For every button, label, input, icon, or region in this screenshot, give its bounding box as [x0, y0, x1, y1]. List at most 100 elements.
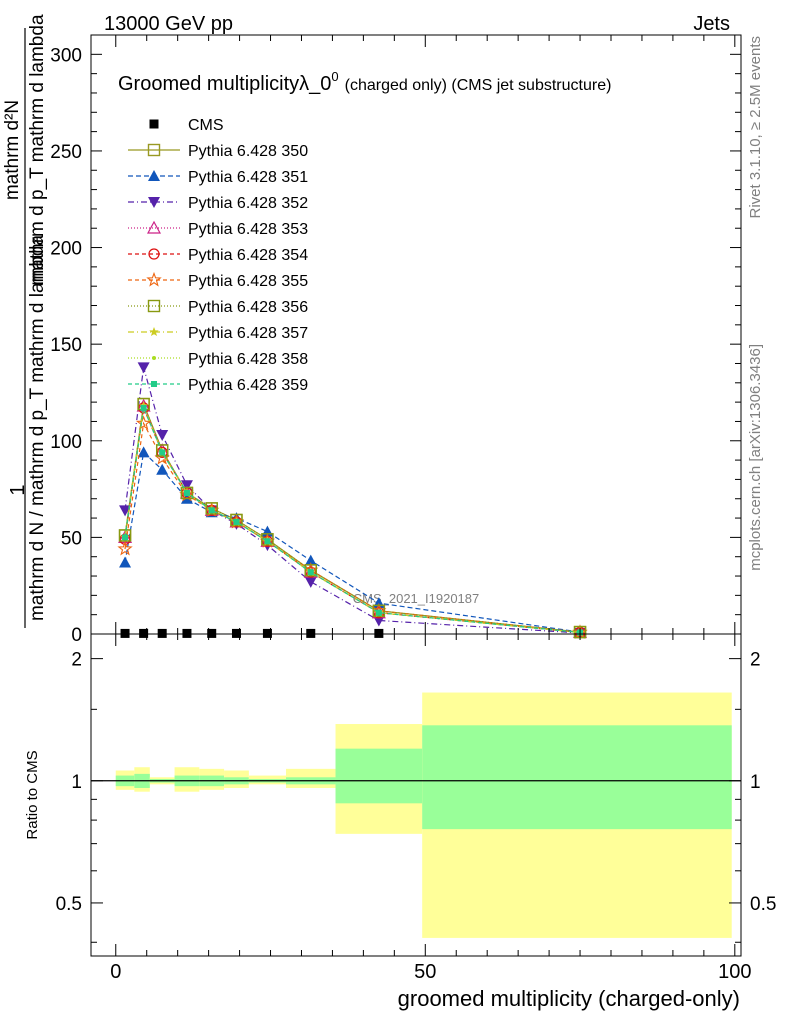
ratio-panel: 0.5 0.5 1 1 2 2 0 50 100: [56, 633, 776, 983]
legend-marker: [147, 143, 161, 157]
legend-label: CMS: [188, 117, 224, 134]
data-point: [179, 486, 195, 502]
main-y-tick-label: 50: [61, 528, 82, 549]
data-point: [137, 446, 150, 458]
data-point: [119, 556, 132, 568]
ratio-y-tick-label: 0.5: [56, 894, 82, 915]
x-axis-label: groomed multiplicity (charged-only): [398, 986, 740, 1011]
series-line: [124, 401, 581, 633]
x-tick-label: 100: [718, 961, 751, 983]
legend-label: Pythia 6.428 356: [188, 299, 308, 316]
mcplots-label: mcplots.cern.ch [arXiv:1306.3436]: [747, 344, 764, 571]
data-point: [304, 576, 317, 588]
data-point: [231, 628, 241, 638]
legend-marker: [147, 299, 161, 313]
series-line: [124, 405, 581, 634]
legend-marker: [148, 170, 160, 181]
x-tick-label: 50: [414, 961, 436, 983]
data-point: [372, 604, 386, 618]
header-left: 13000 GeV pp: [104, 13, 233, 35]
legend-entry: Pythia 6.428 358: [128, 351, 308, 368]
data-point: [183, 489, 190, 496]
data-point: [307, 569, 314, 576]
data-point: [120, 628, 130, 638]
ratio-y-tick-label-right: 0.5: [750, 894, 776, 915]
legend-entry: Pythia 6.428 357: [128, 325, 308, 342]
legend-entry: Pythia 6.428 350: [128, 143, 308, 160]
legend-entry: Pythia 6.428 359: [128, 377, 308, 394]
legend-marker: [149, 119, 159, 129]
main-y-tick-label: 250: [50, 142, 82, 163]
data-point: [159, 449, 166, 456]
data-point: [375, 609, 382, 616]
legend-entry: Pythia 6.428 353: [128, 220, 308, 238]
data-point: [264, 538, 271, 545]
rivet-label: Rivet 3.1.10, ≥ 2.5M events: [747, 36, 764, 219]
ratio-inner-band: [335, 748, 423, 804]
ratio-y-ticks: 0.5 0.5 1 1 2 2: [56, 650, 776, 943]
main-y-tick-label: 300: [50, 45, 82, 66]
y-label-one: 1: [7, 484, 29, 495]
x-tick-label: 0: [110, 961, 121, 983]
ratio-frame: [90, 633, 742, 957]
series-cms: [120, 628, 384, 638]
data-point: [156, 429, 169, 441]
ratio-inner-band: [422, 725, 732, 830]
main-series-layer: [117, 362, 588, 640]
data-point: [122, 534, 129, 541]
legend-marker: [146, 271, 162, 287]
main-y-tick-label: 0: [71, 625, 82, 646]
data-point: [205, 502, 218, 515]
data-point: [233, 518, 240, 525]
main-y-tick-label: 200: [50, 239, 82, 260]
ratio-y-tick-label-right: 1: [750, 772, 761, 793]
data-point: [140, 404, 147, 411]
data-point: [208, 507, 215, 514]
main-y-ticks: 0 50 100 150 200 250 300: [50, 45, 741, 646]
legend-marker: [152, 356, 156, 360]
ratio-y-tick-label: 2: [71, 650, 82, 671]
ratio-x-ticks: 0 50 100: [110, 634, 751, 983]
legend-label: Pythia 6.428 353: [188, 221, 308, 238]
legend-entry: Pythia 6.428 355: [128, 271, 308, 290]
data-point: [117, 540, 133, 556]
data-point: [156, 463, 169, 475]
data-point: [119, 505, 132, 517]
y-label-denominator: mathrm d N / mathrm d p_T mathrm d lambd…: [27, 235, 48, 622]
series-line: [124, 451, 581, 633]
ratio-y-tick-label-right: 2: [750, 650, 761, 671]
legend-label: Pythia 6.428 355: [188, 273, 308, 290]
watermark: CMS_2021_I1920187: [353, 591, 480, 606]
data-point: [155, 444, 169, 457]
main-title: Groomed multiplicityλ_00(charged only) (…: [118, 69, 611, 95]
legend: CMS Pythia 6.428 350 Pythia 6.428 351 Pythi…: [128, 117, 308, 394]
data-point: [207, 628, 217, 638]
legend-marker: [151, 381, 157, 387]
ratio-y-tick-label: 1: [71, 772, 82, 793]
data-point: [182, 628, 192, 638]
y-label-numerator-denominator: mathrm d p_T mathrm d lambda: [27, 14, 48, 285]
data-point: [139, 628, 149, 638]
data-point: [261, 533, 274, 546]
legend-marker: [149, 326, 159, 337]
data-point: [137, 362, 150, 374]
legend-entry: Pythia 6.428 356: [128, 299, 308, 316]
legend-marker: [148, 248, 160, 260]
data-point: [157, 628, 167, 638]
main-y-tick-label: 150: [50, 335, 82, 356]
main-panel: CMS_2021_I1920187 0 50 100 150 200 250 300 Gro…: [50, 34, 742, 646]
data-point: [135, 415, 152, 430]
legend-label: Pythia 6.428 354: [188, 247, 308, 264]
legend-label: Pythia 6.428 358: [188, 351, 308, 368]
legend-entry: CMS: [149, 117, 224, 134]
y-label-numerator: mathrm d²N: [2, 100, 23, 200]
main-y-axis-label: 1 mathrm d N / mathrm d p_T mathrm d lam…: [2, 14, 48, 628]
data-point: [304, 564, 317, 577]
main-x-ticks: [115, 35, 736, 634]
legend-label: Pythia 6.428 351: [188, 169, 308, 186]
series-line: [124, 405, 581, 634]
data-point: [180, 486, 194, 500]
data-point: [230, 513, 243, 527]
main-y-tick-label: 100: [50, 432, 82, 453]
data-point: [306, 628, 316, 638]
